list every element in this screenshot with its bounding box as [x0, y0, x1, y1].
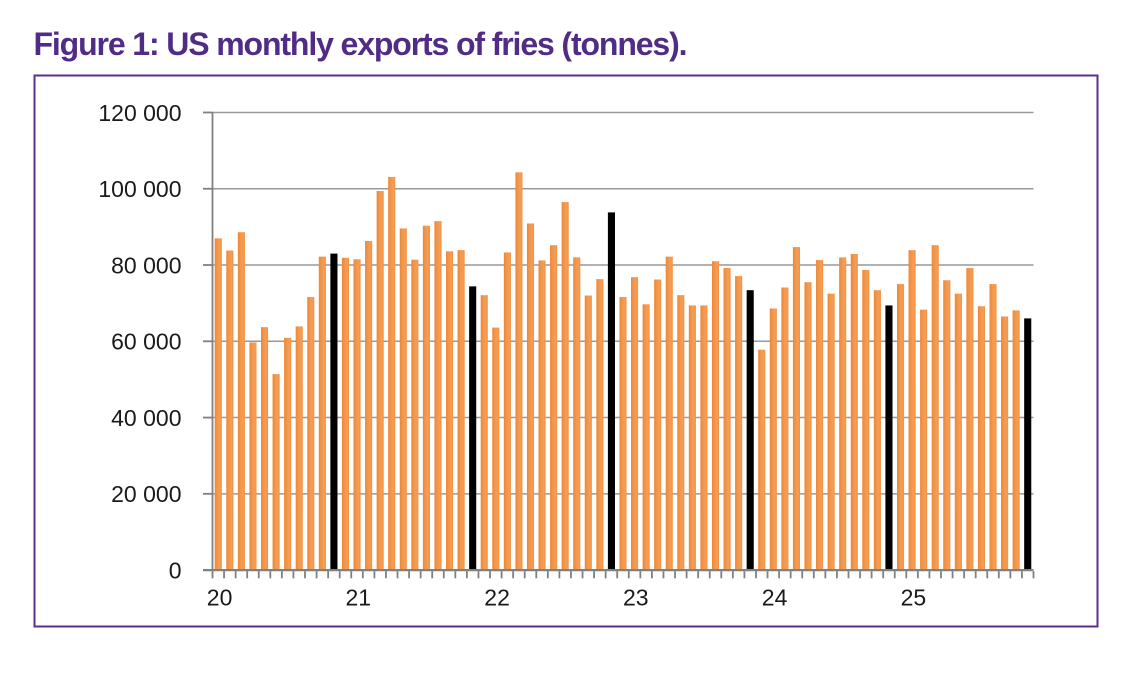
- svg-text:60 000: 60 000: [111, 329, 181, 355]
- svg-text:21: 21: [346, 585, 372, 611]
- svg-text:Figure 1: US monthly exports o: Figure 1: US monthly exports of fries (t…: [34, 26, 688, 62]
- svg-text:23: 23: [623, 585, 649, 611]
- svg-text:24: 24: [762, 585, 788, 611]
- svg-text:22: 22: [484, 585, 510, 611]
- svg-text:20 000: 20 000: [111, 481, 181, 507]
- svg-text:0: 0: [169, 558, 182, 584]
- svg-text:120 000: 120 000: [98, 100, 181, 126]
- svg-text:25: 25: [901, 585, 927, 611]
- svg-text:100 000: 100 000: [98, 176, 181, 202]
- svg-text:80 000: 80 000: [111, 252, 181, 278]
- svg-text:20: 20: [207, 585, 233, 611]
- svg-text:40 000: 40 000: [111, 405, 181, 431]
